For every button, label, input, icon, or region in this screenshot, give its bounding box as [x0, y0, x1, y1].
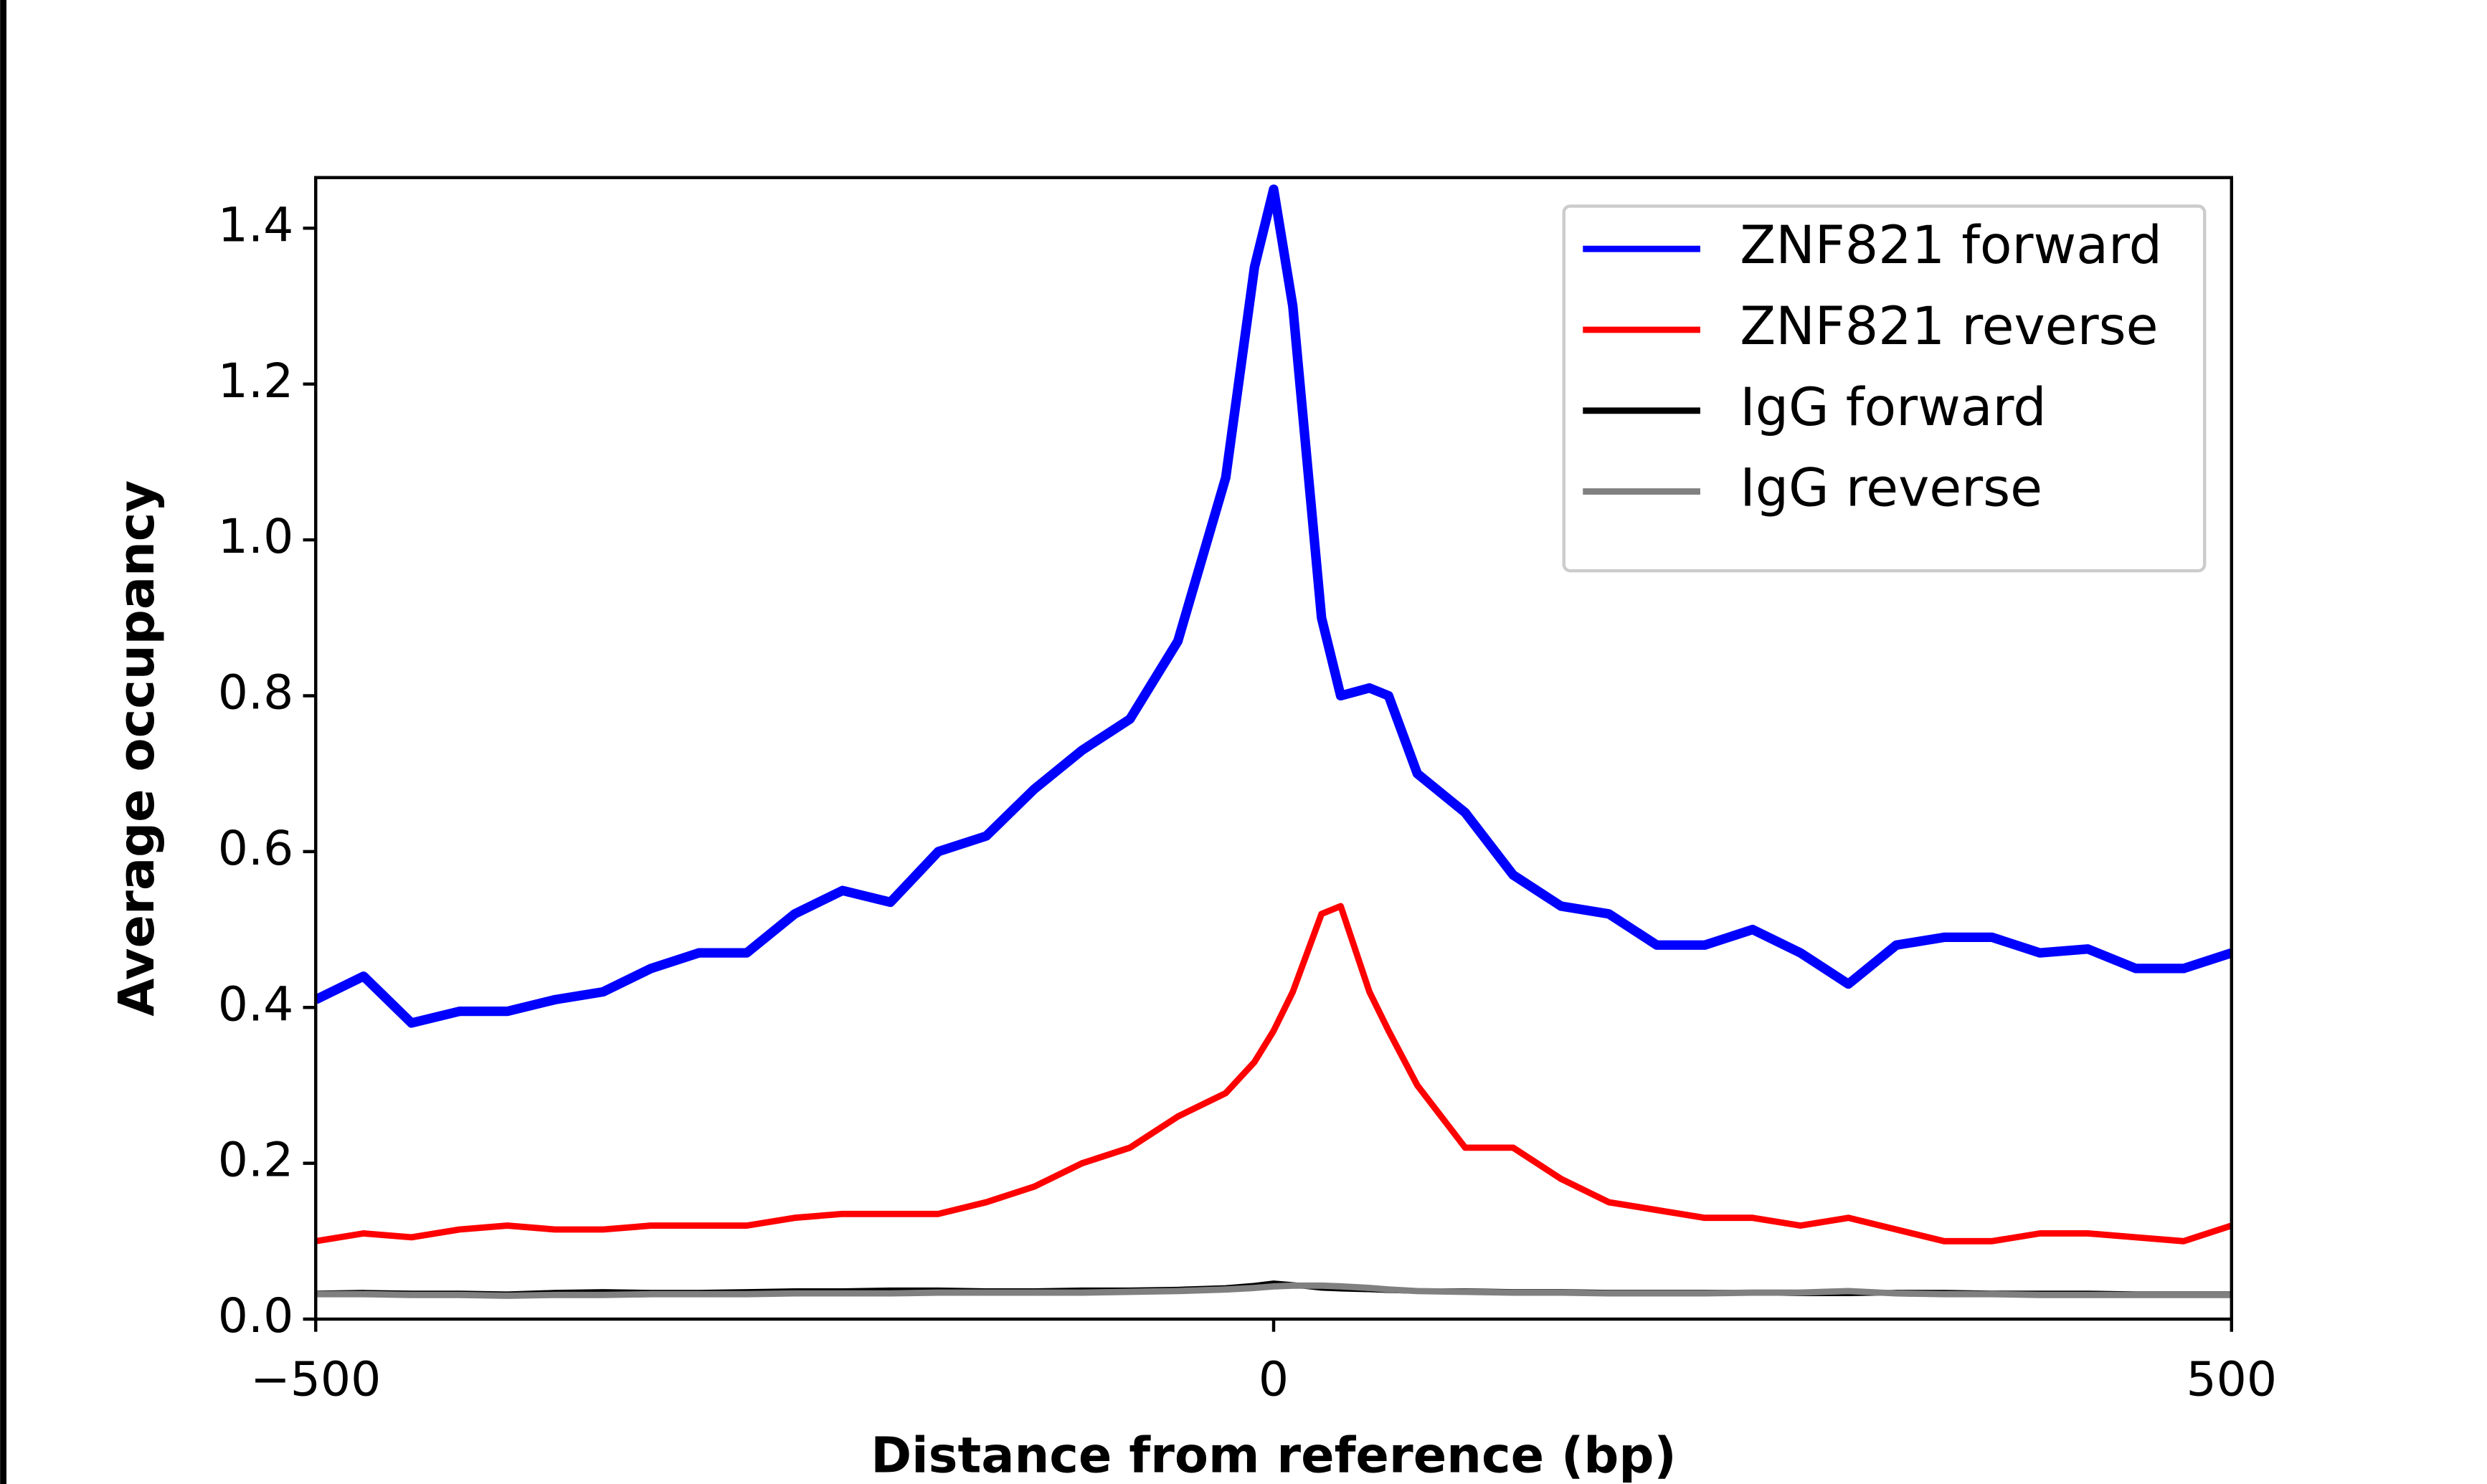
legend-label: IgG reverse [1740, 458, 2042, 519]
y-tick-label: 0.4 [218, 976, 293, 1032]
y-tick-label: 0.8 [218, 665, 293, 720]
y-tick-label: 1.0 [218, 508, 293, 564]
axes-frame [314, 176, 2234, 1321]
left-edge [0, 0, 7, 1484]
legend-label: ZNF821 reverse [1740, 296, 2158, 357]
series-line [316, 903, 2232, 1245]
y-tick-label: 0.0 [218, 1288, 293, 1343]
y-tick-label: 0.6 [218, 820, 293, 876]
legend-label: ZNF821 forward [1740, 215, 2162, 276]
legend-label: IgG forward [1740, 377, 2046, 438]
series-line [316, 184, 2232, 1028]
y-tick-label: 1.2 [218, 353, 293, 409]
y-tick-label: 1.4 [218, 196, 293, 252]
legend-box [1562, 204, 2207, 573]
x-tick-label: 0 [1259, 1351, 1289, 1407]
x-tick-label: 500 [2186, 1351, 2277, 1407]
y-axis-label: Average occupancy [108, 480, 166, 1017]
x-tick-label: −500 [250, 1351, 381, 1407]
y-tick-label: 0.2 [218, 1132, 293, 1188]
series-line [316, 1282, 2232, 1299]
x-axis-label: Distance from reference (bp) [871, 1427, 1677, 1484]
